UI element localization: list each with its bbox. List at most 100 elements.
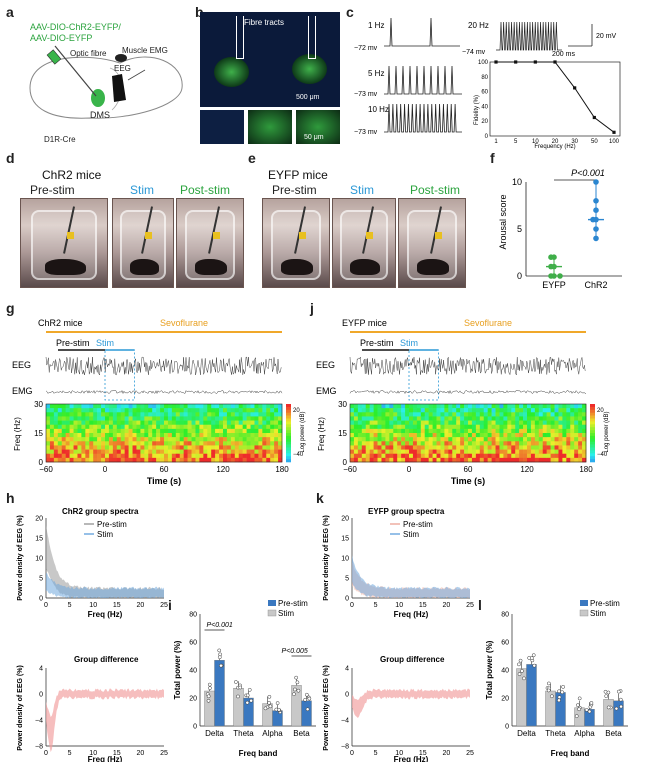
spectrogram-cell	[49, 437, 55, 442]
spectrogram-cell	[397, 441, 402, 446]
spectrogram-cell	[77, 437, 82, 442]
spectrogram-cell	[420, 428, 426, 434]
spectrogram-cell	[207, 416, 212, 421]
spectrogram-cell	[361, 408, 367, 413]
spectrogram-cell	[234, 420, 240, 426]
spectrogram-cell	[578, 453, 583, 459]
spectrogram-cell	[412, 445, 418, 450]
spectrogram-cell	[574, 408, 579, 413]
spectrogram-cell	[73, 453, 78, 459]
spectrogram-cell	[377, 445, 382, 450]
spectrogram-cell	[523, 449, 528, 455]
legend-stim: Stim	[403, 530, 419, 539]
spectrogram-cell	[562, 453, 567, 459]
spectrogram-cell	[428, 416, 433, 421]
spectrogram-cell	[238, 441, 243, 446]
spectrogram-cell	[164, 420, 169, 426]
spectrogram-cell	[570, 453, 575, 459]
spectrogram-cell	[167, 416, 173, 421]
spectrogram-cell	[495, 445, 500, 450]
spectrogram-cell	[440, 412, 445, 417]
panel-label-g: g	[6, 300, 15, 316]
colorbar-step	[286, 421, 291, 425]
spectrogram-cell	[175, 449, 181, 455]
spectrogram-cell	[116, 457, 122, 463]
spectrogram-cell	[475, 412, 481, 417]
spectrogram-cell	[412, 453, 418, 459]
spectrogram-cell	[448, 441, 453, 446]
bar-dot	[614, 706, 619, 711]
spectrogram-cell	[132, 445, 137, 450]
spectrogram-cell	[448, 453, 453, 459]
spectrogram-cell	[57, 437, 63, 442]
spectrogram-cell	[179, 437, 184, 442]
spectrogram-cell	[416, 408, 422, 413]
bar-dot	[604, 694, 609, 699]
spectrogram-cell	[554, 437, 559, 442]
spectrogram-cell	[361, 437, 367, 442]
spectrogram-cell	[112, 457, 118, 463]
spectrogram-cell	[471, 453, 477, 459]
spectrogram-cell	[377, 457, 382, 463]
spectrogram-cell	[350, 433, 355, 438]
bar-dot	[307, 696, 312, 701]
spectrogram-cell	[495, 428, 500, 434]
spectrogram-cell	[475, 457, 481, 463]
spectrogram-cell	[234, 404, 240, 409]
spectrogram-cell	[128, 453, 133, 459]
bar-ytick: 40	[501, 668, 509, 675]
bar-ytick: 60	[501, 640, 509, 647]
spectrogram-cell	[448, 424, 453, 430]
spectrogram-cell	[152, 408, 157, 413]
spectrogram-cell	[234, 433, 240, 438]
spectrogram-cell	[468, 424, 473, 430]
spectrogram-cell	[191, 428, 196, 434]
spectrogram-cell	[183, 416, 188, 421]
spectrogram-cell	[238, 428, 243, 434]
spectrogram-cell	[554, 445, 559, 450]
spectrogram-cell	[219, 416, 224, 421]
spectrogram-cell	[350, 449, 355, 455]
spectrogram-cell	[262, 445, 267, 450]
spectrogram-cell	[120, 428, 125, 434]
spectrogram-cell	[124, 424, 129, 430]
bar-dot	[275, 701, 280, 705]
spectrogram-cell	[226, 404, 232, 409]
spectrogram-cell	[262, 404, 267, 409]
diff-ytick: 4	[345, 666, 349, 673]
spectrogram-cell	[424, 428, 429, 434]
spectrogram-cell	[278, 445, 283, 450]
spectrogram-cell	[511, 453, 516, 459]
spectrogram-cell	[464, 441, 469, 446]
spectrogram-cell	[574, 457, 579, 463]
spectrogram-cell	[164, 437, 169, 442]
chr2-stim-label: Stim	[130, 183, 154, 197]
spectrogram-cell	[53, 449, 59, 455]
spectrogram-cell	[578, 404, 583, 409]
spectrogram-cell	[566, 453, 571, 459]
spectrogram-cell	[487, 404, 492, 409]
spectrogram-cell	[270, 433, 275, 438]
spectrogram-cell	[262, 453, 267, 459]
spectrogram-cell	[49, 424, 55, 430]
spectrogram-cell	[412, 457, 418, 463]
spectrogram-cell	[369, 412, 374, 417]
spectra-ytick: 10	[35, 556, 43, 563]
spectrogram-cell	[140, 433, 145, 438]
spectrogram-cell	[527, 437, 532, 442]
bar-dot	[550, 694, 554, 699]
spectrogram-cell	[444, 441, 449, 446]
spectrogram-cell	[582, 412, 587, 417]
spectrogram-ytick: 0	[39, 458, 44, 467]
spectrogram-cell	[61, 449, 66, 455]
spectrogram-cell	[183, 408, 188, 413]
spectrogram-cell	[397, 404, 402, 409]
spectrogram-cell	[444, 404, 449, 409]
spectra-ylabel: Power density of EEG (%)	[17, 515, 24, 601]
colorbar-step	[286, 444, 291, 448]
spectrogram-cell	[171, 433, 177, 438]
spectrogram-cell	[475, 433, 481, 438]
spectrogram-cell	[468, 428, 473, 434]
spectrogram-cell	[171, 428, 177, 434]
